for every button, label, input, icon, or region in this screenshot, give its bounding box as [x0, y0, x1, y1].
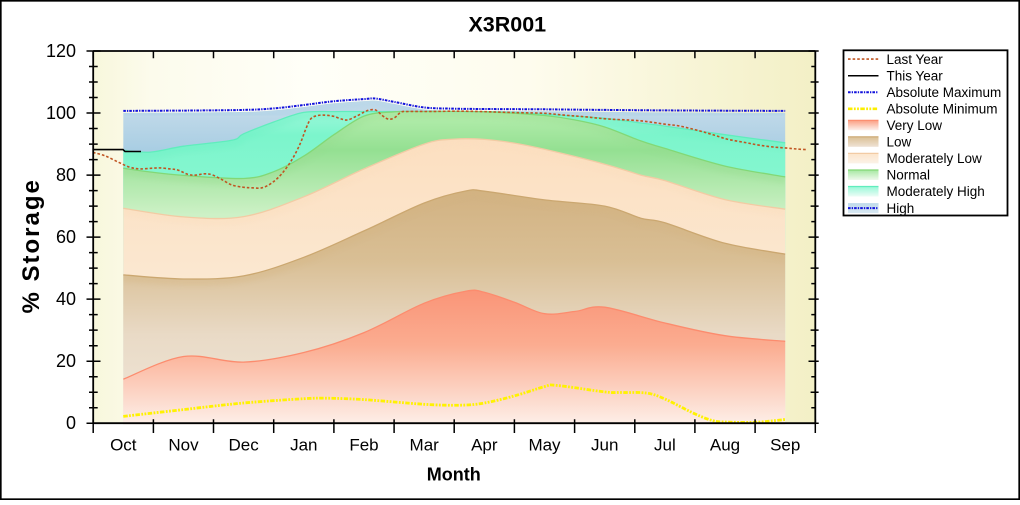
svg-text:Sep: Sep [770, 435, 800, 454]
svg-text:100: 100 [46, 103, 76, 123]
svg-text:Absolute Minimum: Absolute Minimum [887, 102, 998, 117]
svg-text:X3R001: X3R001 [468, 13, 546, 37]
svg-text:Moderately High: Moderately High [887, 184, 985, 199]
svg-text:Apr: Apr [471, 435, 498, 454]
svg-text:Mar: Mar [410, 435, 440, 454]
svg-text:Aug: Aug [710, 435, 740, 454]
svg-text:20: 20 [56, 351, 76, 371]
svg-text:40: 40 [56, 289, 76, 309]
svg-text:This Year: This Year [887, 68, 944, 83]
svg-text:80: 80 [56, 165, 76, 185]
svg-text:Dec: Dec [228, 435, 259, 454]
svg-text:0: 0 [66, 413, 76, 433]
svg-text:Moderately Low: Moderately Low [887, 151, 983, 166]
svg-text:High: High [887, 201, 915, 216]
svg-text:60: 60 [56, 227, 76, 247]
svg-text:120: 120 [46, 41, 76, 61]
svg-text:May: May [528, 435, 561, 454]
svg-text:Normal: Normal [887, 168, 931, 183]
svg-text:% Storage: % Storage [18, 178, 45, 313]
svg-text:Jan: Jan [290, 435, 317, 454]
svg-text:Nov: Nov [168, 435, 199, 454]
svg-text:Jul: Jul [654, 435, 676, 454]
svg-text:Low: Low [887, 135, 912, 150]
svg-text:Absolute Maximum: Absolute Maximum [887, 85, 1002, 100]
svg-text:Last Year: Last Year [887, 52, 944, 67]
svg-text:Jun: Jun [591, 435, 618, 454]
svg-text:Month: Month [427, 464, 481, 484]
svg-text:Oct: Oct [110, 435, 137, 454]
svg-text:Feb: Feb [349, 435, 378, 454]
svg-text:Very Low: Very Low [887, 118, 943, 133]
